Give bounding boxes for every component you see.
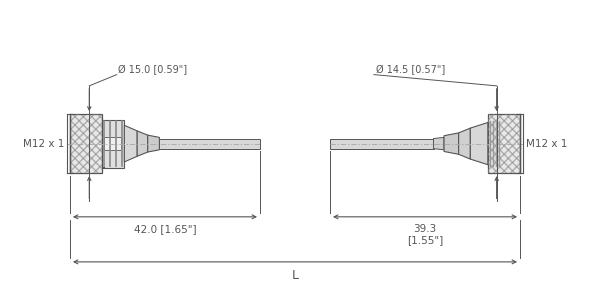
Bar bbox=[104, 137, 121, 150]
Bar bbox=[70, 114, 102, 173]
Polygon shape bbox=[137, 131, 148, 156]
Text: Ø 15.0 [0.59"]: Ø 15.0 [0.59"] bbox=[119, 65, 188, 75]
Bar bbox=[488, 114, 520, 173]
Text: 39.3
[1.55"]: 39.3 [1.55"] bbox=[407, 224, 443, 245]
Polygon shape bbox=[470, 122, 488, 165]
Bar bbox=[488, 114, 520, 173]
Text: M12 x 1: M12 x 1 bbox=[23, 139, 64, 149]
Bar bbox=[70, 114, 102, 173]
Polygon shape bbox=[124, 125, 137, 162]
Bar bbox=[102, 120, 124, 168]
Bar bbox=[488, 114, 520, 173]
Text: M12 x 1: M12 x 1 bbox=[526, 139, 567, 149]
Polygon shape bbox=[458, 128, 470, 159]
Text: 42.0 [1.65"]: 42.0 [1.65"] bbox=[134, 224, 196, 234]
Bar bbox=[488, 120, 501, 168]
Bar bbox=[330, 139, 434, 149]
Polygon shape bbox=[444, 133, 458, 154]
Polygon shape bbox=[148, 135, 159, 152]
Polygon shape bbox=[434, 137, 444, 150]
Bar bbox=[70, 114, 102, 173]
Bar bbox=[159, 139, 260, 149]
Text: Ø 14.5 [0.57"]: Ø 14.5 [0.57"] bbox=[376, 65, 445, 75]
Text: L: L bbox=[291, 269, 299, 282]
